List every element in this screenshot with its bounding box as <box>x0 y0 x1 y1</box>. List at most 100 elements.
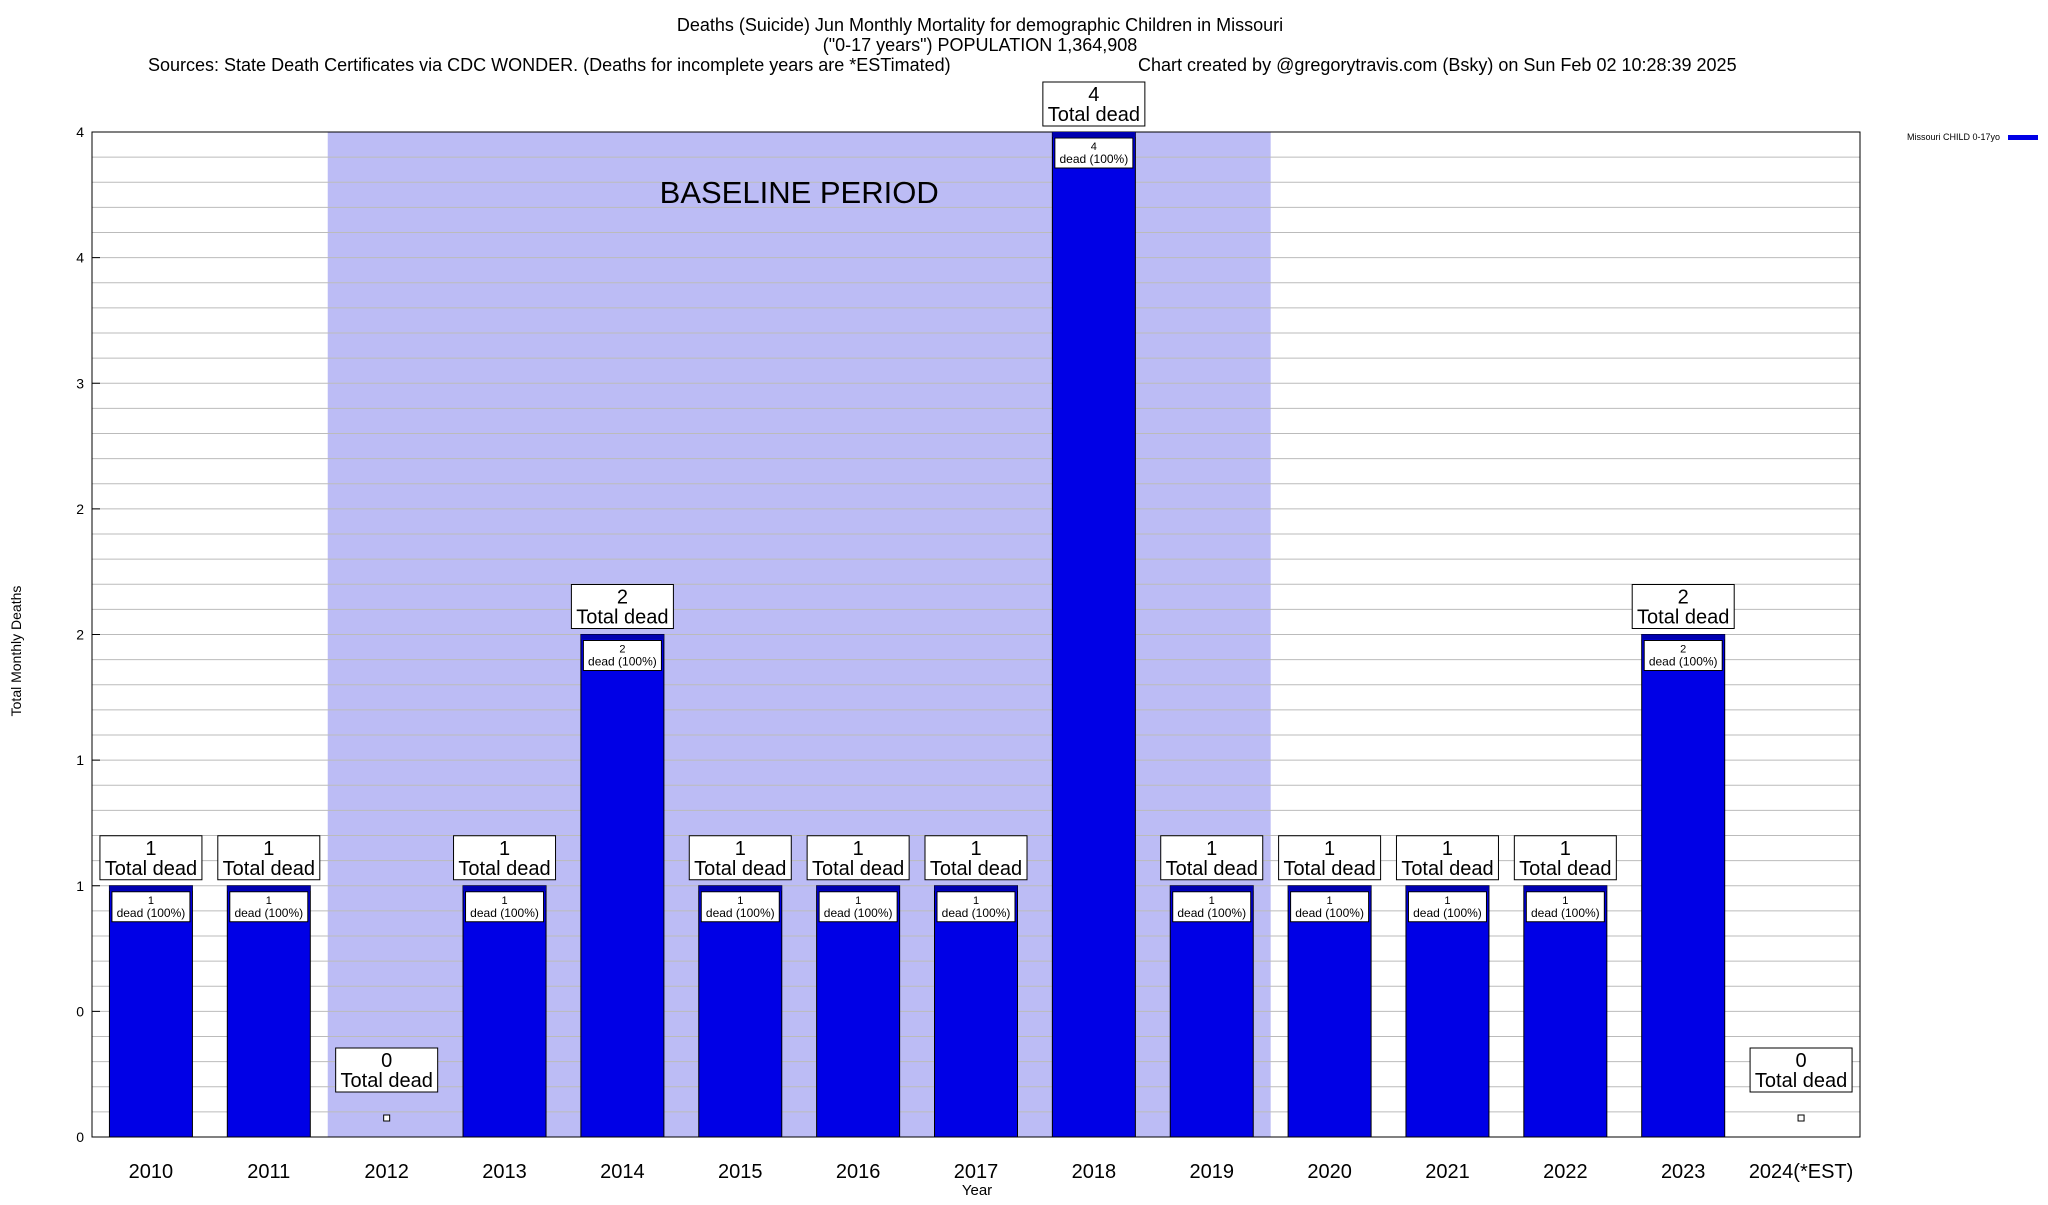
inner-label-box <box>111 891 191 923</box>
legend-swatch <box>2008 135 2038 140</box>
x-tick-label: 2018 <box>1072 1161 1117 1183</box>
x-tick-label: 2010 <box>129 1161 174 1183</box>
inner-label-value: 1 <box>1327 895 1333 907</box>
chart-source-note: Sources: State Death Certificates via CD… <box>148 55 951 75</box>
bar <box>226 885 311 1138</box>
inner-label-text: dead (100%) <box>1413 906 1482 920</box>
y-tick-label: 0 <box>76 1003 84 1019</box>
total-label-value: 1 <box>853 838 864 860</box>
legend-label: Missouri CHILD 0-17yo <box>1907 132 2000 142</box>
chart-credit-note: Chart created by @gregorytravis.com (Bsk… <box>1138 55 1737 75</box>
baseline-period-label: BASELINE PERIOD <box>660 175 939 210</box>
total-label-box <box>335 1047 439 1093</box>
inner-label-value: 1 <box>1444 895 1450 907</box>
x-tick-label: 2015 <box>718 1161 763 1183</box>
total-label-box <box>1160 835 1264 881</box>
inner-label-text: dead (100%) <box>117 906 186 920</box>
total-label-value: 1 <box>735 838 746 860</box>
bar-top-edge <box>1052 132 1136 137</box>
inner-label-value: 1 <box>973 895 979 907</box>
inner-label-box <box>818 891 898 923</box>
total-label-box <box>1395 835 1499 881</box>
total-label-text: Total dead <box>1519 858 1611 880</box>
total-label-text: Total dead <box>1755 1070 1847 1092</box>
y-tick-label: 3 <box>76 375 84 391</box>
total-label-value: 1 <box>970 838 981 860</box>
chart-title-line-1: Deaths (Suicide) Jun Monthly Mortality f… <box>677 15 1283 35</box>
inner-label-box <box>936 891 1016 923</box>
total-label-box <box>924 835 1028 881</box>
bar <box>462 885 547 1138</box>
bar <box>1641 634 1726 1138</box>
total-label-text: Total dead <box>341 1070 433 1092</box>
inner-label-box <box>582 640 662 671</box>
total-label-value: 1 <box>1560 838 1571 860</box>
inner-label-box <box>1525 891 1605 923</box>
y-tick-label: 2 <box>76 501 84 517</box>
total-label-box <box>453 835 557 881</box>
inner-label-box <box>1643 640 1723 671</box>
inner-label-value: 1 <box>1209 895 1215 907</box>
inner-label-value: 1 <box>1562 895 1568 907</box>
total-label-box <box>1278 835 1382 881</box>
inner-label-box <box>229 891 309 923</box>
total-label-text: Total dead <box>1048 104 1140 126</box>
inner-label-value: 1 <box>148 895 154 907</box>
inner-label-value: 1 <box>501 895 507 907</box>
inner-label-text: dead (100%) <box>1295 906 1364 920</box>
total-label-text: Total dead <box>458 858 550 880</box>
x-tick-label: 2014 <box>600 1161 645 1183</box>
x-axis-title: Year <box>962 1182 992 1199</box>
total-label-value: 1 <box>1324 838 1335 860</box>
total-label-value: 0 <box>381 1050 392 1072</box>
total-label-text: Total dead <box>1283 858 1375 880</box>
inner-label-text: dead (100%) <box>824 906 893 920</box>
x-tick-label: 2023 <box>1661 1161 1706 1183</box>
y-tick-label: 4 <box>76 124 84 140</box>
total-label-value: 1 <box>263 838 274 860</box>
inner-label-box <box>465 891 545 923</box>
x-tick-label: 2020 <box>1307 1161 1352 1183</box>
inner-label-text: dead (100%) <box>470 906 539 920</box>
inner-label-value: 4 <box>1091 141 1097 153</box>
inner-label-box <box>1290 891 1370 923</box>
total-label-value: 2 <box>617 587 628 609</box>
x-tick-label: 2021 <box>1425 1161 1470 1183</box>
y-tick-label: 1 <box>76 752 84 768</box>
inner-label-text: dead (100%) <box>234 906 303 920</box>
bar-top-edge <box>1170 885 1254 891</box>
total-label-value: 1 <box>499 838 510 860</box>
bar-top-edge <box>463 885 547 891</box>
total-label-text: Total dead <box>694 858 786 880</box>
inner-label-box <box>1172 891 1252 923</box>
inner-label-value: 1 <box>737 895 743 907</box>
total-label-text: Total dead <box>105 858 197 880</box>
zero-marker <box>1797 1114 1805 1122</box>
bar-top-edge <box>698 885 782 891</box>
y-axis-title: Total Monthly Deaths <box>8 586 24 717</box>
inner-label-value: 2 <box>619 644 625 656</box>
total-label-box <box>1631 584 1735 629</box>
total-label-value: 1 <box>1206 838 1217 860</box>
total-label-text: Total dead <box>812 858 904 880</box>
x-tick-label: 2019 <box>1189 1161 1234 1183</box>
x-tick-label: 2011 <box>247 1161 290 1183</box>
x-tick-label: 2013 <box>482 1161 527 1183</box>
x-tick-label: 2012 <box>364 1161 409 1183</box>
bar <box>1287 885 1372 1138</box>
total-label-box <box>99 835 203 881</box>
zero-marker <box>383 1114 391 1122</box>
y-tick-label: 4 <box>76 250 84 266</box>
bar <box>934 885 1018 1138</box>
inner-label-text: dead (100%) <box>706 906 775 920</box>
inner-label-value: 1 <box>855 895 861 907</box>
bar <box>1405 885 1490 1138</box>
total-label-value: 1 <box>145 838 156 860</box>
total-label-value: 0 <box>1796 1050 1807 1072</box>
y-tick-label: 1 <box>76 878 84 894</box>
x-tick-label: 2024(*EST) <box>1749 1161 1854 1183</box>
total-label-text: Total dead <box>576 607 668 629</box>
total-label-box <box>806 835 910 881</box>
